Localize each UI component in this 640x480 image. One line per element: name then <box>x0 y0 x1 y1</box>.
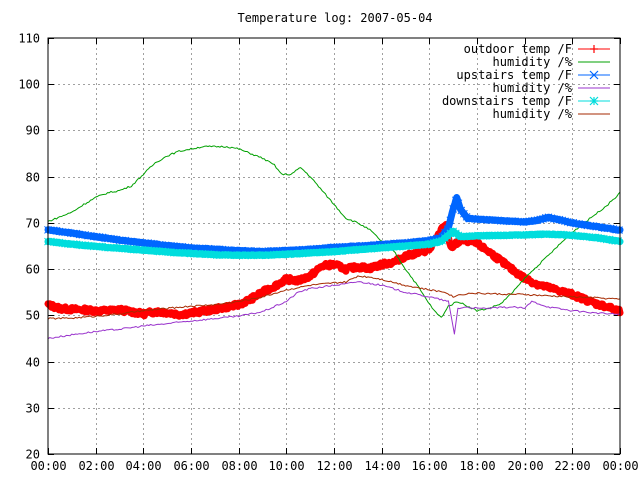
legend-label: humidity /% <box>493 55 573 69</box>
legend-label: outdoor temp /F <box>464 42 572 56</box>
series-5 <box>47 275 621 320</box>
chart-title: Temperature log: 2007-05-04 <box>237 11 432 25</box>
series-1 <box>47 145 621 318</box>
legend-label: downstairs temp /F <box>442 94 572 108</box>
y-tick-label: 100 <box>18 78 40 92</box>
legend-marker <box>589 70 599 80</box>
legend-label: humidity /% <box>493 81 573 95</box>
axis-layer: 20 30 40 50 60 70 80 90 100 110 00:00 02:00 04:00 06:… <box>18 32 638 474</box>
y-tick-label: 90 <box>26 124 40 138</box>
x-tick-label: 00:00 <box>602 459 638 473</box>
x-tick-label: 20:00 <box>507 459 543 473</box>
legend-marker <box>590 45 598 53</box>
x-tick-label: 22:00 <box>554 459 590 473</box>
series-3 <box>47 281 621 340</box>
legend-marker <box>589 96 599 106</box>
y-tick-label: 70 <box>26 217 40 231</box>
x-tick-label: 06:00 <box>173 459 209 473</box>
x-tick-label: 10:00 <box>268 459 304 473</box>
series-line <box>47 281 621 340</box>
plot-frame <box>47 37 621 455</box>
x-tick-label: 02:00 <box>78 459 114 473</box>
x-tick-label: 04:00 <box>125 459 161 473</box>
y-tick-label: 50 <box>26 309 40 323</box>
series-layer <box>44 145 624 340</box>
y-tick-label: 80 <box>26 171 40 185</box>
x-tick-label: 08:00 <box>221 459 257 473</box>
x-tick-label: 12:00 <box>316 459 352 473</box>
x-tick-label: 00:00 <box>30 459 66 473</box>
series-line <box>47 275 621 320</box>
y-tick-label: 60 <box>26 263 40 277</box>
y-tick-label: 30 <box>26 402 40 416</box>
x-tick-label: 18:00 <box>459 459 495 473</box>
y-tick-label: 40 <box>26 356 40 370</box>
legend-label: upstairs temp /F <box>456 68 572 82</box>
series-line <box>47 145 621 318</box>
y-tick-label: 110 <box>18 32 40 46</box>
y-tick-label: 20 <box>26 448 40 462</box>
x-tick-label: 16:00 <box>411 459 447 473</box>
legend-label: humidity /% <box>493 107 573 121</box>
x-tick-label: 14:00 <box>364 459 400 473</box>
